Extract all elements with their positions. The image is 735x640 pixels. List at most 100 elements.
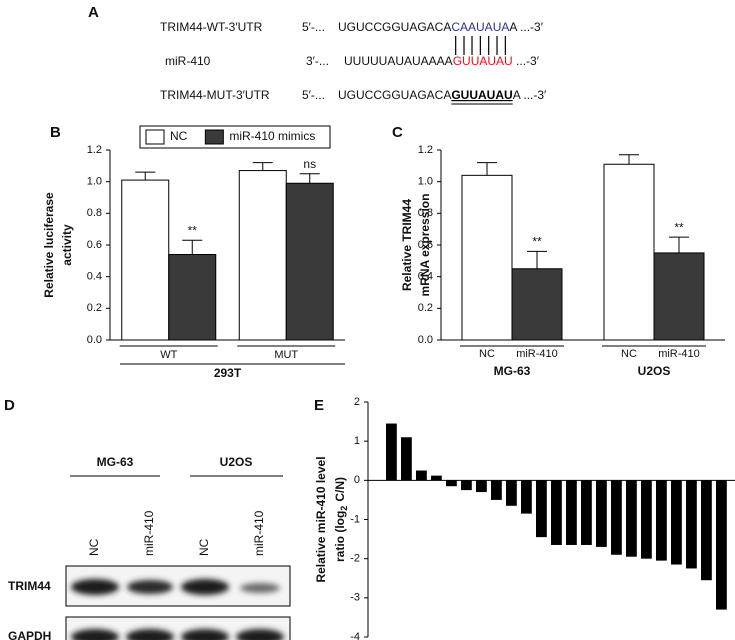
sequence-end: 5′-... <box>302 88 325 102</box>
x-axis-label: 293T <box>214 366 242 380</box>
legend-swatch <box>145 129 165 145</box>
legend-label: miR-410 mimics <box>229 129 315 143</box>
panel-label: C <box>392 124 403 141</box>
y-tick-label: 1.0 <box>87 176 102 188</box>
y-tick-label: 1.2 <box>87 144 102 156</box>
bar <box>238 170 287 341</box>
row-label: GAPDH <box>8 629 51 640</box>
y-axis-label: ratio (log2 C/N) <box>333 477 349 562</box>
y-tick-label: 1.2 <box>418 144 433 156</box>
y-tick-label: 0.4 <box>418 271 433 283</box>
panel-label: A <box>88 4 99 21</box>
y-axis-label: mRNA expression <box>418 194 432 297</box>
bar <box>566 480 577 545</box>
sequence: UGUCCGGUAGACAGUUAUAUA ...-3′ <box>338 88 547 102</box>
y-axis-label: Relative TRIM44 <box>400 199 414 291</box>
bar <box>581 480 592 545</box>
y-axis-label: activity <box>60 224 74 266</box>
sequence-part: A ...-3′ <box>509 20 543 34</box>
bar <box>461 174 513 341</box>
y-tick-label: 0.8 <box>87 207 102 219</box>
binding-site: GUUAUAU <box>453 54 513 68</box>
sequence-part: ...-3′ <box>513 54 540 68</box>
y-tick-label: 0.4 <box>87 271 102 283</box>
row-label: TRIM44 <box>8 579 51 593</box>
significance: ** <box>674 220 684 234</box>
x-tick-label: MUT <box>274 349 298 361</box>
bar <box>431 475 442 481</box>
bar <box>401 437 412 481</box>
bar <box>521 480 532 514</box>
lane-label: miR-410 <box>142 510 156 556</box>
lane-label: miR-410 <box>252 510 266 556</box>
legend-frame <box>139 125 331 149</box>
sequence-name: TRIM44-MUT-3′UTR <box>160 88 270 102</box>
bar <box>168 254 217 341</box>
bar <box>603 163 655 341</box>
sequence-end: 5′-... <box>302 20 325 34</box>
y-tick-label: 0 <box>354 474 360 486</box>
bar <box>121 179 170 341</box>
panel-label: E <box>314 397 324 414</box>
bar <box>701 480 712 581</box>
bar <box>641 480 652 559</box>
sequence-part: UGUCCGGUAGACA <box>338 88 451 102</box>
binding-site: CAAUAUA <box>451 20 509 34</box>
y-tick-label: 0.8 <box>418 207 433 219</box>
bar <box>416 470 427 481</box>
blot <box>65 475 291 640</box>
sequence: UUUUUAUAUAAAAGUUAUAU ...-3′ <box>344 54 540 68</box>
x-tick-label: NC <box>621 348 637 360</box>
group-label: U2OS <box>638 364 671 378</box>
pairing-lines <box>455 36 506 55</box>
sequence-part: UUUUUAUAUAAAA <box>344 54 453 68</box>
bar <box>671 480 682 565</box>
y-tick-label: -1 <box>350 513 360 525</box>
sequence-name: miR-410 <box>165 54 211 68</box>
y-axis-label: Relative miR-410 level <box>314 456 328 582</box>
bar <box>656 480 667 561</box>
sequence-name: TRIM44-WT-3′UTR <box>160 20 263 34</box>
bands <box>71 579 284 640</box>
x-tick-label: NC <box>479 348 495 360</box>
y-tick-label: 0.6 <box>418 239 433 251</box>
y-tick-label: 0.6 <box>87 239 102 251</box>
group-label: U2OS <box>220 455 253 469</box>
y-tick-label: 1.0 <box>418 176 433 188</box>
significance: ns <box>303 157 316 171</box>
bar <box>386 423 397 481</box>
y-tick-label: -4 <box>350 631 360 640</box>
sequence-part: UGUCCGGUAGACA <box>338 20 451 34</box>
y-tick-label: 1 <box>354 435 360 447</box>
bar <box>491 480 502 500</box>
bar <box>506 480 517 506</box>
y-tick-label: -3 <box>350 592 360 604</box>
sequence: UGUCCGGUAGACACAAUAUAA ...-3′ <box>338 20 544 34</box>
y-tick-label: 0.2 <box>87 302 102 314</box>
bar <box>611 480 622 555</box>
bar <box>461 480 472 491</box>
y-tick-label: 0.2 <box>418 302 433 314</box>
bar <box>476 480 487 493</box>
group-label: MG-63 <box>494 364 531 378</box>
x-tick-label: miR-410 <box>658 348 700 360</box>
sequence-end: 3′-... <box>306 54 329 68</box>
sequence-part: A ...-3′ <box>513 88 547 102</box>
y-axis-label-part: C/N) <box>333 477 347 502</box>
significance: ** <box>188 223 198 237</box>
lane-label: NC <box>87 538 101 556</box>
x-tick-label: miR-410 <box>516 348 558 360</box>
panel-label: D <box>4 397 15 414</box>
y-axis-label-part: ratio (log <box>333 511 347 562</box>
x-tick-label: WT <box>160 349 177 361</box>
bar <box>511 268 563 341</box>
y-tick-label: 2 <box>354 396 360 408</box>
panel-label: B <box>50 124 61 141</box>
bar <box>551 480 562 545</box>
bar <box>626 480 637 557</box>
bar <box>536 480 547 538</box>
y-axis-label: Relative luciferase <box>42 192 56 298</box>
y-tick-label: 0.0 <box>87 334 102 346</box>
significance: ** <box>532 235 542 249</box>
